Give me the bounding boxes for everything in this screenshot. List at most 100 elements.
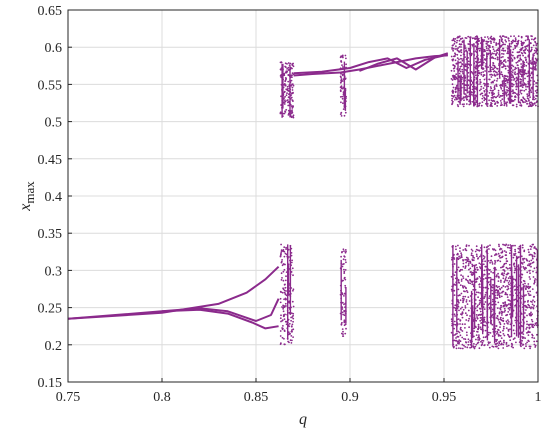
chaos-point [341,265,344,268]
chaos-point [529,345,532,348]
chaos-point [474,74,477,77]
chaos-point [340,85,343,87]
chaos-point [494,96,497,99]
chaos-point [471,93,473,96]
chaos-point [466,346,469,349]
chaos-point [489,36,492,39]
chaos-point [520,78,523,81]
chaos-point [464,258,467,261]
chaos-point [520,324,523,327]
chaos-point [341,308,344,310]
chaos-point [523,250,526,253]
chaos-point [503,304,506,307]
chaos-point [345,63,347,66]
chaos-point [454,307,457,310]
chaos-point [522,259,524,261]
chaos-point [491,335,494,338]
chaos-point [284,71,287,74]
chaos-point [534,104,537,107]
chaos-point [291,64,294,66]
chaos-point [497,93,500,96]
chaos-point [532,307,535,310]
chaos-point [457,47,460,49]
chaos-point [532,299,534,302]
chaos-point [535,101,538,104]
chaos-point [482,336,485,339]
chaos-point [524,56,527,59]
chaos-point [281,336,284,339]
chaos-point [495,343,498,345]
chaos-point [529,347,531,350]
chaos-point [453,306,455,309]
chaos-point [505,343,508,345]
chaos-point [468,326,470,329]
chaos-point [531,257,534,260]
chaos-point [460,255,463,257]
chaos-point [462,275,464,278]
chaos-point [499,326,501,328]
chaos-point [467,282,470,284]
chaos-point [498,245,500,248]
chaos-point [471,88,474,91]
chaos-point [484,295,486,298]
chaos-point [475,271,478,274]
chaos-point [460,329,462,331]
chaos-point [458,347,460,349]
x-tick-label: 0.85 [244,390,269,405]
chaos-point [496,315,499,317]
chaos-point [483,90,486,92]
chaos-point [489,104,492,107]
chaos-point [479,255,481,258]
chaos-point [533,255,536,258]
chaos-point [483,99,486,102]
chaos-point [535,85,538,88]
chaos-point [505,92,507,95]
chaos-point [497,328,499,331]
chaos-point [515,42,518,45]
chaos-point [463,103,465,106]
chaos-point [525,35,528,38]
chaos-point [461,82,464,85]
chaos-point [520,49,522,52]
chaos-point [507,244,510,247]
chaos-point [526,331,529,334]
chaos-point [496,105,499,107]
chaos-point [527,334,530,336]
chaos-point [457,279,460,282]
chaos-point [284,62,287,65]
chaos-point [524,300,526,303]
chaos-point [489,86,492,88]
chaos-point [535,61,537,64]
chaos-point [494,303,497,306]
chaos-point [482,340,485,342]
chaos-point [282,315,285,318]
chaos-point [508,309,511,311]
chaos-point [471,274,473,276]
chaos-point [462,277,465,279]
chaos-point [525,343,527,345]
chaos-point [343,295,345,297]
chaos-point [507,282,510,284]
chaos-point [453,94,456,97]
chaos-point [340,72,342,75]
chaos-point [490,57,493,59]
chaos-point [344,278,347,281]
chaos-point [484,301,487,303]
chaos-point [487,95,490,97]
chaos-point [506,288,509,291]
chaos-point [476,330,478,333]
chaos-point [469,260,472,263]
chaos-point [465,50,467,52]
chaos-point [530,49,532,52]
chaos-point [286,92,288,95]
chaos-point [461,40,464,43]
chaos-point [284,83,286,86]
chaos-point [524,305,527,307]
chaos-point [454,271,457,274]
chaos-point [531,261,534,264]
chaos-point [455,76,457,79]
chaos-point [465,97,468,99]
chaos-point [496,331,499,334]
chaos-point [475,245,478,248]
